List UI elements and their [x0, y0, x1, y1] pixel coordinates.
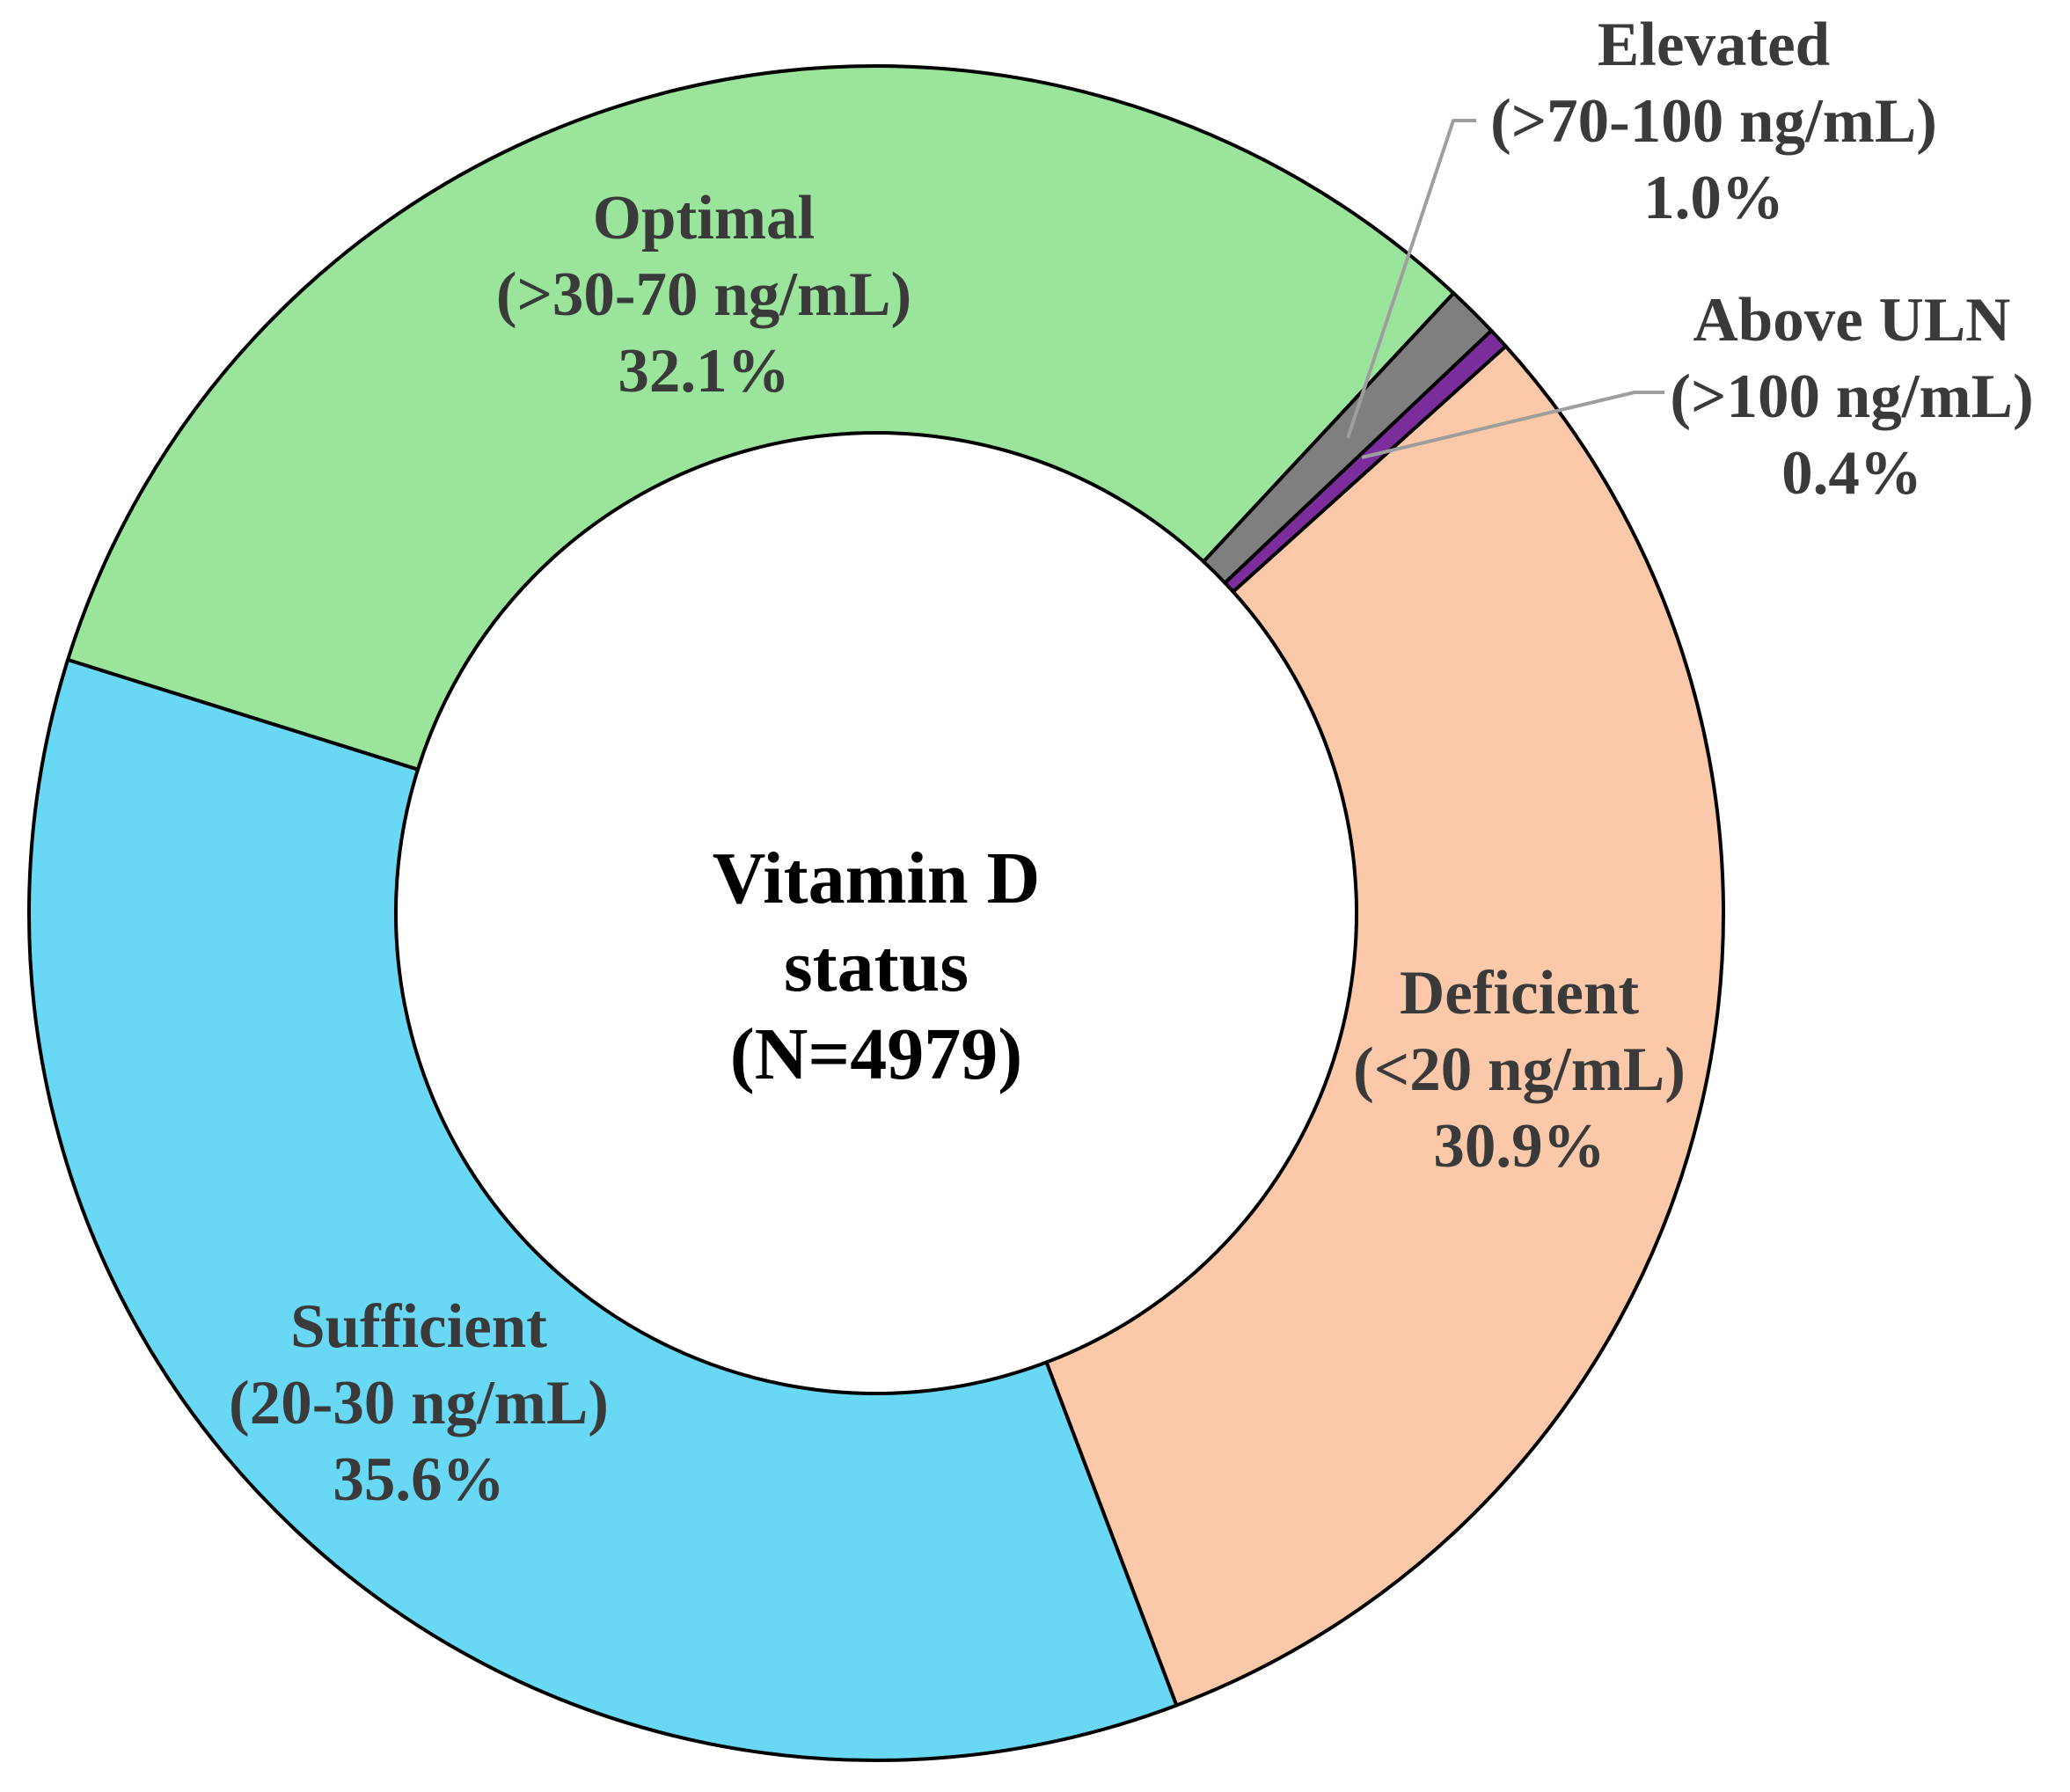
- leader-line-above-uln: [1361, 391, 1664, 459]
- slice-label-above-uln-pct: 0.4%: [1781, 439, 1922, 508]
- slice-label-elevated-range: (>70-100 ng/mL): [1490, 87, 1937, 156]
- leader-line-elevated: [1346, 119, 1476, 439]
- slice-label-above-uln-range: (>100 ng/mL): [1670, 362, 2034, 431]
- slice-label-optimal-name: Optimal: [592, 184, 816, 252]
- center-title-line-1: Vitamin D: [712, 837, 1041, 919]
- slice-label-optimal-pct: 32.1%: [618, 337, 790, 406]
- slice-label-optimal-range: (>30-70 ng/mL): [495, 260, 912, 329]
- slice-label-elevated: Elevated (>70-100 ng/mL) 1.0%: [1450, 7, 1978, 237]
- wedge-optimal: [65, 64, 1457, 772]
- slice-label-sufficient-name: Sufficient: [290, 1292, 547, 1361]
- center-title-line-2: status: [783, 925, 969, 1007]
- slice-label-sufficient-range: (20-30 ng/mL): [229, 1369, 609, 1437]
- wedge-deficient: [1043, 343, 1725, 1708]
- chart-center-title: Vitamin D status (N=4979): [568, 835, 1184, 1099]
- slice-label-elevated-pct: 1.0%: [1643, 164, 1784, 232]
- slice-label-deficient-pct: 30.9%: [1433, 1112, 1606, 1181]
- slice-label-sufficient: Sufficient (20-30 ng/mL) 35.6%: [155, 1289, 683, 1518]
- slice-label-optimal: Optimal (>30-70 ng/mL) 32.1%: [440, 180, 968, 410]
- wedge-sufficient: [27, 657, 1179, 1762]
- slice-label-deficient-name: Deficient: [1399, 959, 1640, 1028]
- slice-label-deficient: Deficient (<20 ng/mL) 30.9%: [1255, 955, 1783, 1185]
- slice-label-sufficient-pct: 35.6%: [333, 1445, 505, 1514]
- slice-label-above-uln-name: Above ULN: [1693, 286, 2011, 355]
- slice-label-deficient-range: (<20 ng/mL): [1353, 1035, 1686, 1104]
- slice-label-elevated-name: Elevated: [1597, 11, 1831, 79]
- center-title-line-3: (N=4979): [729, 1013, 1023, 1095]
- slice-label-above-uln: Above ULN (>100 ng/mL) 0.4%: [1588, 282, 2070, 512]
